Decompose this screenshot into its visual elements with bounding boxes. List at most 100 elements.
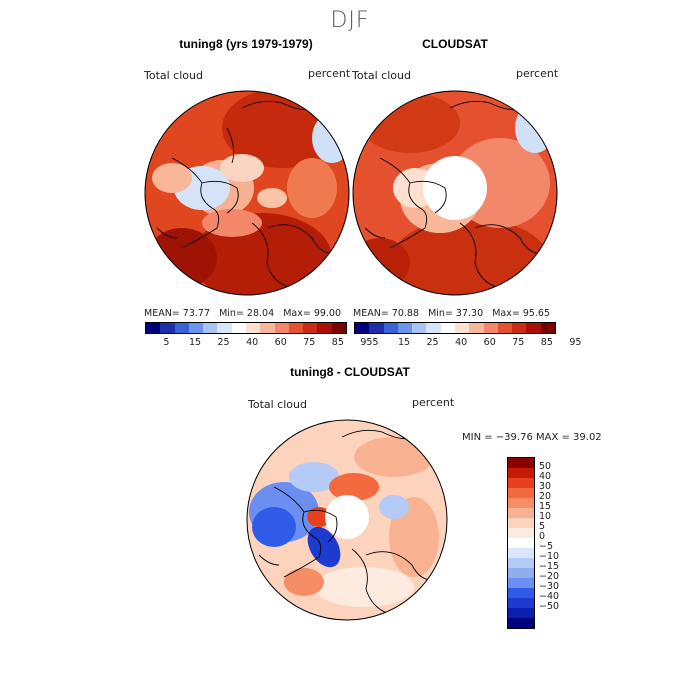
colorbar-swatch bbox=[508, 568, 534, 578]
colorbar-swatch bbox=[508, 618, 534, 628]
colorbar-swatch bbox=[274, 323, 289, 333]
colorbar-swatch bbox=[469, 323, 484, 333]
colorbar-swatch bbox=[508, 608, 534, 618]
colorbar-tick-label: 15 bbox=[188, 337, 202, 348]
colorbar-swatch bbox=[217, 323, 232, 333]
variable-label-model: Total cloud bbox=[144, 69, 203, 82]
colorbar-tick-label: 5 bbox=[163, 337, 170, 348]
units-label-obs: percent bbox=[516, 67, 559, 80]
colorbar-swatch bbox=[426, 323, 441, 333]
colorbar-tick-label: 20 bbox=[539, 491, 552, 502]
polar-map-diff bbox=[246, 419, 448, 621]
min-value: 37.30 bbox=[455, 308, 484, 319]
min-label: Min= bbox=[428, 308, 453, 319]
mean-value: 73.77 bbox=[182, 308, 210, 319]
colorbar-diff bbox=[507, 457, 535, 629]
colorbar-swatch bbox=[288, 323, 304, 333]
colorbar-tick-label: −40 bbox=[539, 591, 560, 602]
colorbar-swatch bbox=[412, 323, 427, 333]
colorbar-swatch bbox=[508, 558, 534, 568]
stats-obs: MEAN= 70.88 Min= 37.30 Max= 95.65 bbox=[353, 308, 550, 319]
colorbar-tick-label: −5 bbox=[539, 541, 554, 552]
colorbar-swatch bbox=[508, 578, 534, 588]
colorbar-tick-label: 95 bbox=[360, 337, 373, 348]
colorbar-swatch bbox=[497, 323, 513, 333]
max-label: Max= bbox=[492, 308, 520, 319]
colorbar-tick-label: −15 bbox=[539, 561, 560, 572]
units-label-model: percent bbox=[308, 67, 351, 80]
colorbar-swatch bbox=[454, 323, 470, 333]
figure-title: DJF bbox=[330, 8, 370, 33]
mean-value: 70.88 bbox=[391, 308, 419, 319]
colorbar-ticks-model: 5 15 25 40 60 75 85 95 bbox=[145, 337, 372, 349]
variable-label-obs: Total cloud bbox=[352, 69, 411, 82]
colorbar-tick-label: 15 bbox=[539, 501, 552, 512]
polar-map-obs bbox=[352, 90, 558, 296]
colorbar-tick-label: 15 bbox=[397, 337, 411, 348]
colorbar-tick-label: 40 bbox=[246, 337, 259, 348]
panel-title-obs: CLOUDSAT bbox=[422, 37, 488, 51]
max-label: Max= bbox=[283, 308, 311, 319]
stats-model: MEAN= 73.77 Min= 28.04 Max= 99.00 bbox=[144, 308, 341, 319]
colorbar-swatch bbox=[508, 598, 534, 608]
colorbar-swatch bbox=[508, 478, 534, 488]
colorbar-swatch bbox=[245, 323, 261, 333]
colorbar-swatch bbox=[369, 323, 384, 333]
colorbar-swatch bbox=[508, 528, 534, 538]
mean-label: MEAN= bbox=[144, 308, 180, 319]
colorbar-tick-label: 95 bbox=[569, 337, 582, 348]
colorbar-swatch bbox=[512, 323, 527, 333]
colorbar-swatch bbox=[508, 588, 534, 598]
colorbar-tick-label: 5 bbox=[539, 521, 546, 532]
colorbar-swatch bbox=[508, 468, 534, 478]
colorbar-tick-label: 10 bbox=[539, 511, 552, 522]
colorbar-swatch bbox=[508, 548, 534, 558]
colorbar-tick-label: 25 bbox=[217, 337, 230, 348]
colorbar-swatch bbox=[331, 323, 346, 333]
colorbar-swatch bbox=[508, 518, 534, 528]
variable-label-diff: Total cloud bbox=[248, 398, 307, 411]
colorbar-swatch bbox=[483, 323, 498, 333]
colorbar-tick-label: 30 bbox=[539, 481, 552, 492]
colorbar-tick-label: −50 bbox=[539, 601, 560, 612]
colorbar-swatch bbox=[317, 323, 332, 333]
colorbar-tick-label: 40 bbox=[539, 471, 552, 482]
min-label: Min= bbox=[219, 308, 244, 319]
colorbar-swatch bbox=[508, 488, 534, 498]
colorbar-obs bbox=[354, 322, 556, 334]
colorbar-tick-label: −20 bbox=[539, 571, 560, 582]
panel-title-diff: tuning8 - CLOUDSAT bbox=[290, 365, 410, 379]
colorbar-swatch bbox=[231, 323, 246, 333]
colorbar-tick-label: 60 bbox=[274, 337, 287, 348]
colorbar-tick-label: 50 bbox=[539, 461, 552, 472]
colorbar-swatch bbox=[174, 323, 189, 333]
min-value: 28.04 bbox=[246, 308, 275, 319]
units-label-diff: percent bbox=[412, 396, 455, 409]
colorbar-swatch bbox=[383, 323, 398, 333]
colorbar-model bbox=[145, 322, 347, 334]
colorbar-tick-label: 60 bbox=[483, 337, 496, 348]
colorbar-tick-label: 40 bbox=[455, 337, 468, 348]
colorbar-swatch bbox=[508, 508, 534, 518]
colorbar-swatch bbox=[355, 323, 370, 333]
mean-label: MEAN= bbox=[353, 308, 389, 319]
colorbar-ticks-diff: 50 40 30 20 15 10 5 0 −5 −10 −15 −20 −30 −40 −50 bbox=[539, 457, 579, 627]
colorbar-swatch bbox=[303, 323, 318, 333]
minmax-diff: MIN = −39.76 MAX = 39.02 bbox=[462, 432, 602, 443]
colorbar-swatch bbox=[508, 458, 534, 468]
colorbar-swatch bbox=[508, 498, 534, 508]
colorbar-tick-label: 5 bbox=[372, 337, 379, 348]
colorbar-tick-label: 85 bbox=[540, 337, 553, 348]
colorbar-tick-label: −30 bbox=[539, 581, 560, 592]
colorbar-tick-label: 0 bbox=[539, 531, 546, 542]
colorbar-swatch bbox=[203, 323, 218, 333]
colorbar-swatch bbox=[397, 323, 413, 333]
colorbar-swatch bbox=[540, 323, 555, 333]
colorbar-tick-label: 75 bbox=[512, 337, 525, 348]
colorbar-tick-label: 75 bbox=[303, 337, 316, 348]
colorbar-swatch bbox=[160, 323, 175, 333]
max-value: 99.00 bbox=[313, 308, 342, 319]
colorbar-swatch bbox=[526, 323, 541, 333]
colorbar-swatch bbox=[188, 323, 204, 333]
max-value: 95.65 bbox=[522, 308, 551, 319]
